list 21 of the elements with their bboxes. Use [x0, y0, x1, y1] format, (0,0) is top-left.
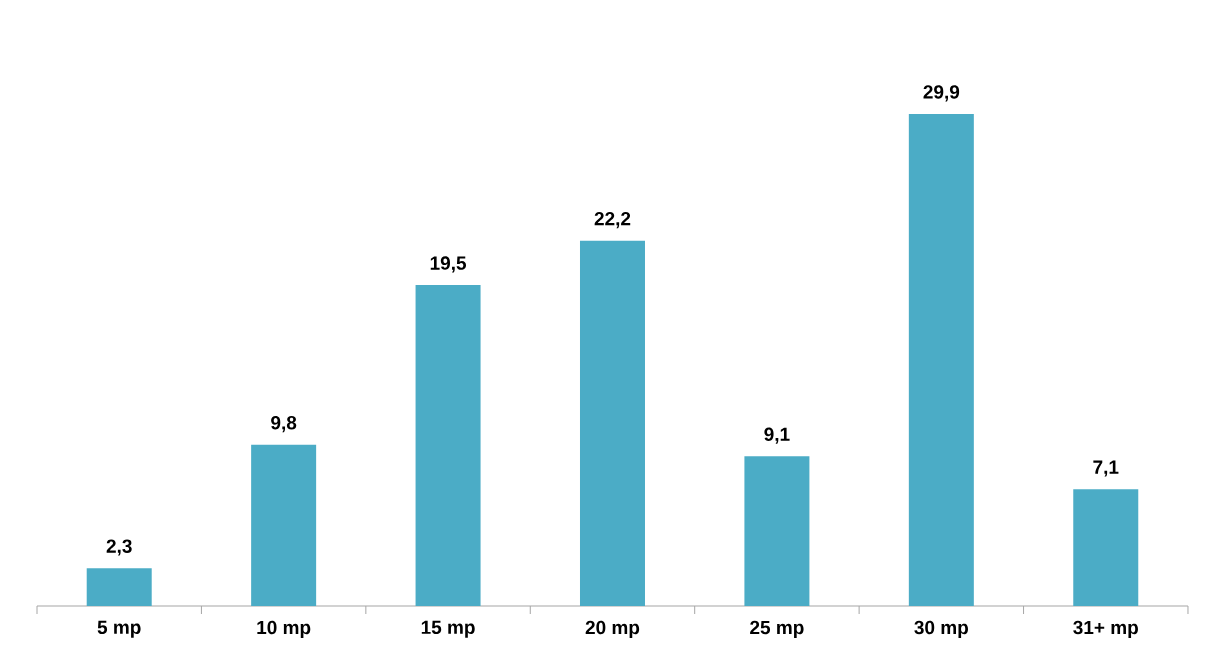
data-label: 29,9 — [923, 85, 960, 102]
data-label: 7,1 — [1093, 460, 1119, 477]
x-tick-label: 25 mp — [750, 620, 804, 638]
data-label: 22,2 — [594, 211, 631, 229]
data-label: 2,3 — [106, 539, 132, 556]
data-label: 19,5 — [430, 256, 467, 273]
x-tick-label: 30 mp — [914, 620, 968, 638]
x-tick-label: 20 mp — [585, 620, 640, 638]
bar — [1073, 489, 1139, 606]
bar — [579, 240, 645, 606]
x-tick-label: 10 mp — [257, 620, 311, 638]
bar — [415, 285, 481, 606]
data-label: 9,8 — [271, 415, 297, 433]
x-tick-label: 15 mp — [421, 620, 475, 638]
data-label: 9,1 — [764, 427, 790, 444]
bar — [86, 568, 152, 606]
x-tick-label: 31+ mp — [1073, 620, 1138, 638]
bar — [908, 113, 974, 606]
bar — [251, 444, 317, 606]
x-tick-label: 5 mp — [97, 620, 141, 638]
bar — [744, 456, 810, 606]
